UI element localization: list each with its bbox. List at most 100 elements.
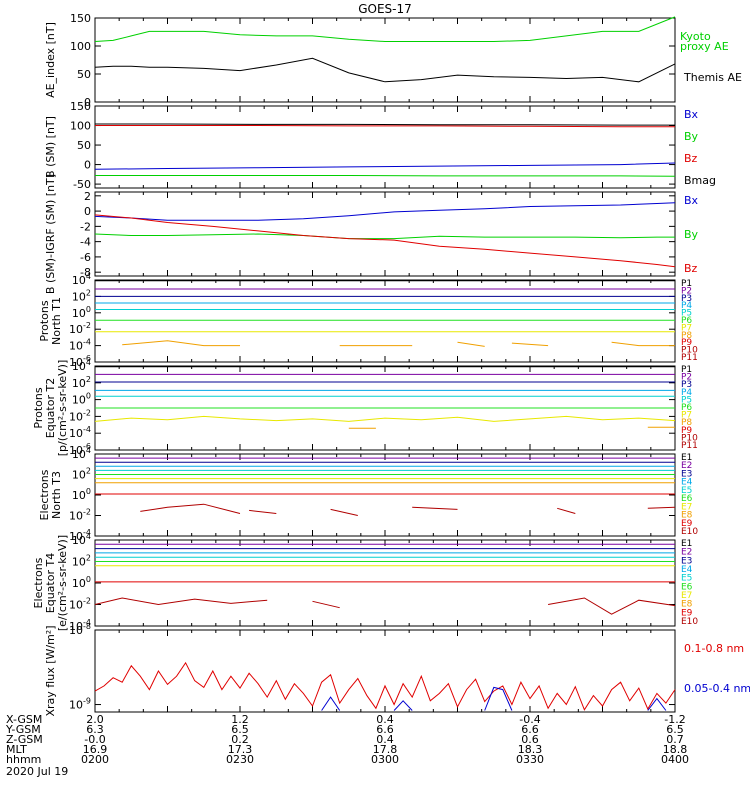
electrons-t4-legend-e7: E7 (681, 591, 692, 601)
bsm-ytick-label: 50 (77, 139, 91, 152)
electrons-t3-ylabel: North T3 (50, 471, 63, 519)
electrons-t4-ylabel: Equator T4 (44, 553, 57, 613)
protons-t1-ytick-exponent: -4 (83, 338, 91, 347)
electrons-t4-legend-e8: E8 (681, 600, 693, 610)
protons-t1-ytick-label: 100 (72, 305, 91, 320)
electrons-t4-ytick-exponent: -4 (83, 618, 91, 627)
protons-t2-fragment (94, 415, 676, 422)
protons-t2-legend-p3: P3 (681, 380, 692, 390)
ephemeris-value: 6.5 (231, 723, 249, 736)
ephemeris-value: 0.2 (231, 733, 249, 746)
electrons-t3-legend-e8: E8 (681, 511, 693, 521)
electrons-t3-legend-e9: E9 (681, 519, 693, 529)
protons-t2-ytick-label: 10-4 (69, 425, 91, 440)
xray-series-0-05-0-4-nm (321, 686, 667, 711)
electrons-t3-fragment (140, 503, 241, 514)
electrons-t3-ytick-exponent: 2 (86, 467, 91, 476)
electrons-t4-ytick-exponent: 2 (86, 554, 91, 563)
electrons-t4-legend-e10: E10 (681, 617, 698, 627)
protons-t1-legend-p9: P9 (681, 338, 692, 348)
electrons-t4-ytick-label: 10-2 (69, 597, 91, 612)
electrons-t4-legend-e2: E2 (681, 548, 692, 558)
electrons-t3-ytick-label: 104 (72, 446, 91, 461)
bsm-series-by (95, 175, 676, 177)
bsm-ytick-label: 100 (70, 120, 91, 133)
ephemeris-row-label: Y-GSM (5, 723, 41, 736)
electrons-t4-legend-e6: E6 (681, 582, 693, 592)
ephemeris-value: -1.2 (664, 713, 685, 726)
electrons-t4-ytick-exponent: 4 (86, 532, 91, 541)
protons-t1-fragment (511, 342, 549, 347)
protons-t1-fragment (457, 341, 485, 347)
bigrf-ytick-label: 0 (84, 205, 91, 218)
electrons-t4-legend-e9: E9 (681, 608, 693, 618)
bigrf-legend-bz: Bz (684, 262, 698, 275)
bigrf-series-by (94, 233, 675, 240)
protons-t2-ytick-exponent: -2 (83, 408, 91, 417)
electrons-t3-legend-e10: E10 (681, 527, 698, 537)
bsm-series-bx (94, 162, 676, 170)
ephemeris-value: 2.0 (86, 713, 104, 726)
protons-t1-legend-p5: P5 (681, 309, 692, 319)
bigrf-legend-by: By (684, 228, 699, 241)
xray-legend-short: 0.05-0.4 nm (684, 682, 750, 695)
electrons-t3-fragment (330, 508, 358, 516)
electrons-t3-legend-e3: E3 (681, 469, 692, 479)
electrons-t4-ytick-exponent: -2 (83, 597, 91, 606)
electrons-t3-ylabel: Electrons (38, 469, 51, 520)
protons-t2-legend-p1: P1 (681, 365, 692, 375)
ephemeris-value: 18.8 (663, 743, 688, 756)
protons-t2-ytick-exponent: 0 (86, 392, 91, 401)
ephemeris-value: -0.0 (84, 733, 105, 746)
protons-t1-ytick-label: 10-2 (69, 321, 91, 336)
electrons-t4-ylabel: [e/(cm²-s-sr-keV)] (56, 535, 69, 631)
electrons-t3-legend-e4: E4 (681, 478, 693, 488)
electrons-t3-ytick-label: 100 (72, 487, 91, 502)
electrons-t4-legend-e3: E3 (681, 556, 692, 566)
electrons-t4-legend-e4: E4 (681, 565, 693, 575)
xray-ylabel: Xray flux [W/m²] (44, 625, 57, 716)
bigrf-legend-bx: Bx (684, 194, 699, 207)
ephemeris-value: 6.3 (86, 723, 104, 736)
ephemeris-value: 0300 (371, 753, 399, 766)
protons-t2-legend-p10: P10 (681, 433, 698, 443)
bsm-legend-bz: Bz (684, 152, 698, 165)
electrons-t3-ytick-exponent: 4 (86, 446, 91, 455)
ephemeris-value: 0230 (226, 753, 254, 766)
electrons-t3-legend-e5: E5 (681, 486, 692, 496)
ae-legend-kyoto: proxy AE (680, 40, 729, 53)
bsm-legend-bx: Bx (684, 108, 699, 121)
bsm-legend-by: By (684, 130, 699, 143)
electrons-t4-fragment (94, 597, 268, 606)
protons-t2-ytick-label: 104 (72, 358, 91, 373)
ae-series-kyoto-proxy-ae (94, 16, 676, 42)
ephemeris-row-label: hhmm (6, 753, 41, 766)
electrons-t3-ytick-label: 102 (72, 467, 91, 482)
protons-t2-legend-p4: P4 (681, 388, 692, 398)
protons-t1-ytick-label: 102 (72, 288, 91, 303)
protons-t1-legend-p10: P10 (681, 346, 698, 356)
protons-t1-legend-p1: P1 (681, 279, 692, 289)
protons-t2-legend-p8: P8 (681, 418, 692, 428)
protons-t2-ylabel: Protons (32, 387, 45, 428)
electrons-t3-legend-e2: E2 (681, 461, 692, 471)
bsm-ylabel: B (SM) [nT] (44, 116, 57, 178)
electrons-t3-ytick-label: 10-2 (69, 508, 91, 523)
protons-t2-legend-p9: P9 (681, 426, 692, 436)
protons-t1-frame (94, 279, 676, 363)
bigrf-ytick-label: -2 (80, 220, 91, 233)
ae-ytick-label: 50 (77, 68, 91, 81)
xray-ytick-exponent: -8 (83, 622, 91, 631)
electrons-t4-ytick-label: 100 (72, 575, 91, 590)
protons-t1-legend-p4: P4 (681, 301, 692, 311)
protons-t2-legend-p6: P6 (681, 403, 692, 413)
electrons-t3-fragment (557, 507, 576, 514)
protons-t1-ylabel: North T1 (50, 297, 63, 345)
xray-ytick-label: 10-9 (69, 697, 91, 712)
electrons-t3-fragment (249, 509, 277, 514)
ephemeris-date: 2020 Jul 19 (6, 765, 68, 778)
ae-series-themis-ae (94, 57, 676, 83)
protons-t1-ytick-label: 10-4 (69, 338, 91, 353)
xray-series-0-1-0-8-nm (94, 661, 676, 711)
